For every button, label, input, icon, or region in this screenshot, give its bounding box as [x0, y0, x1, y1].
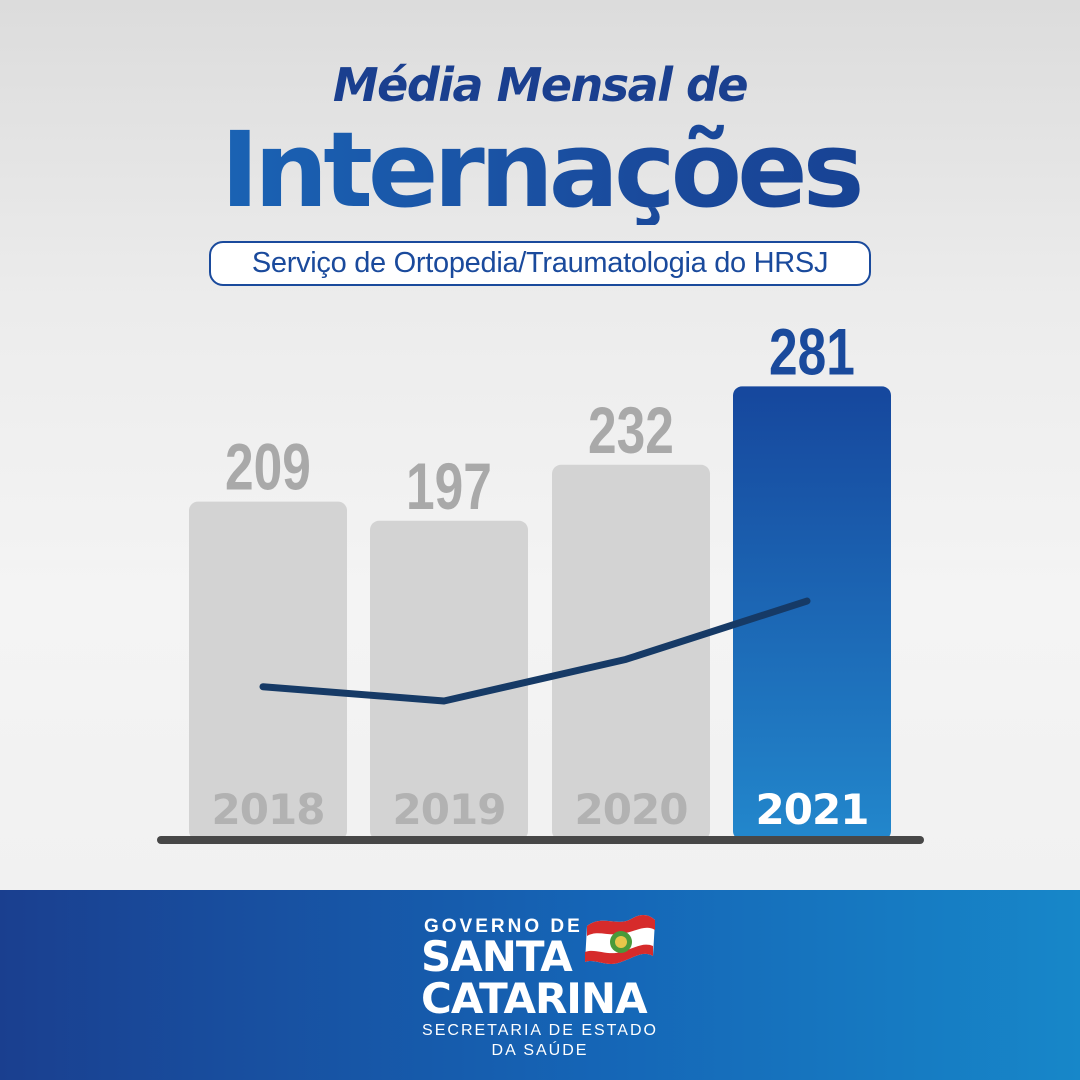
subtitle-text: Serviço de Ortopedia/Traumatologia do HR…: [251, 247, 829, 279]
value-label-2020: 232: [588, 393, 674, 468]
logo-secretaria: SECRETARIA DE ESTADO: [422, 1022, 658, 1039]
government-logo: GOVERNO DE SANTA CATARINA SECRETARIA DE …: [0, 890, 1080, 1080]
chart-baseline: [157, 836, 924, 844]
title-line-2: Internações: [0, 115, 1080, 225]
bar-2021: [733, 386, 891, 840]
logo-catarina: CATARINA: [421, 974, 648, 1023]
bar-2018: [189, 501, 347, 840]
trend-line: [259, 597, 811, 705]
category-label-2019: 2019: [393, 785, 506, 834]
bar-chart: 209 2018 197 2019 232 2020 281 2021: [157, 314, 924, 844]
logo-da-saude: DA SAÚDE: [491, 1042, 589, 1059]
value-label-2019: 197: [406, 449, 492, 524]
subtitle-badge: Serviço de Ortopedia/Traumatologia do HR…: [209, 241, 871, 286]
value-label-2018: 209: [225, 429, 311, 504]
category-label-2021: 2021: [756, 785, 869, 834]
category-label-2020: 2020: [575, 785, 688, 834]
santa-catarina-flag-icon: [585, 914, 655, 964]
value-label-2021: 281: [769, 314, 855, 389]
bar-2019: [370, 520, 528, 840]
bar-2020: [552, 464, 710, 840]
title-line-1: Média Mensal de: [332, 58, 749, 112]
logo-governo-de: GOVERNO DE: [424, 916, 583, 937]
footer-banner: GOVERNO DE SANTA CATARINA SECRETARIA DE …: [0, 890, 1080, 1080]
logo-santa: SANTA: [421, 932, 573, 981]
category-label-2018: 2018: [212, 785, 325, 834]
